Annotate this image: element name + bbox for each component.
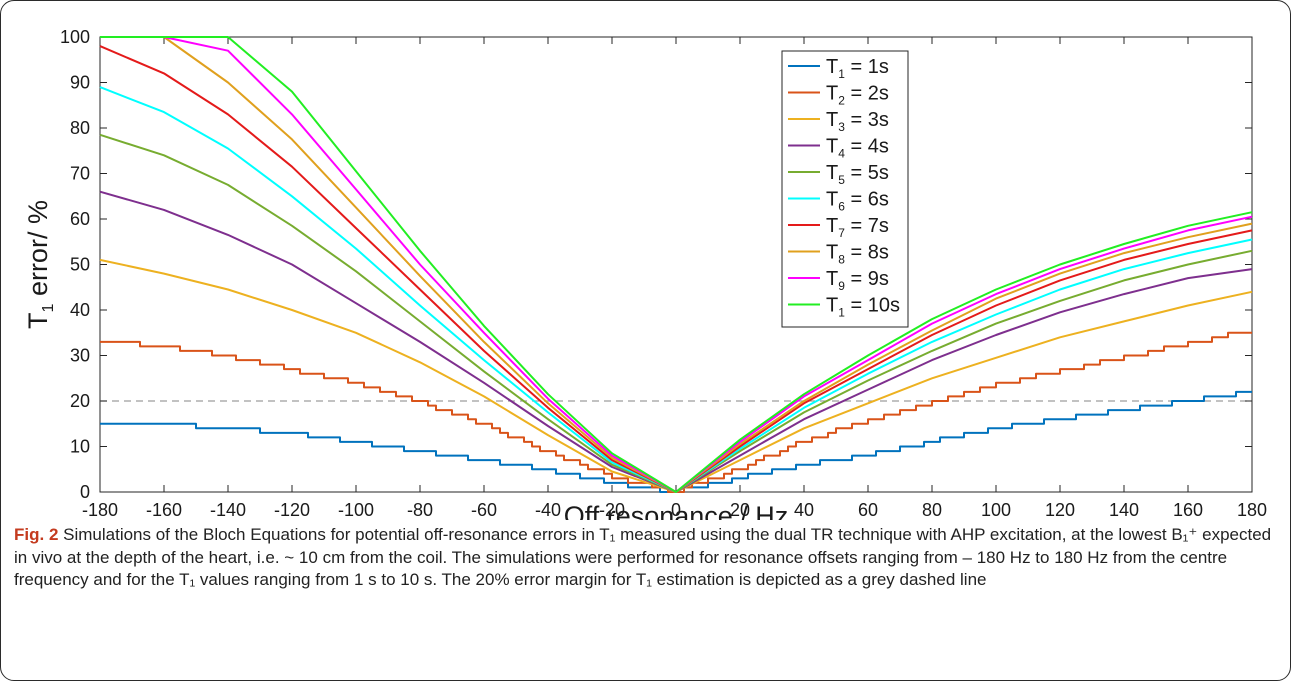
series-line-1: [100, 390, 1252, 493]
series-line-6: [99, 86, 1253, 493]
series-line-4: [99, 190, 1253, 493]
legend-label-5: T5 = 5s: [826, 162, 889, 187]
x-tick-label: 60: [858, 500, 878, 520]
y-tick-label: 0: [80, 482, 90, 502]
series-line-10: [100, 36, 1253, 493]
x-tick-label: -160: [146, 500, 182, 520]
x-tick-label: 0: [671, 500, 681, 520]
x-tick-label: 180: [1237, 500, 1267, 520]
legend-label-7: T7 = 7s: [826, 215, 889, 240]
x-tick-label: 160: [1173, 500, 1203, 520]
legend-label-6: T6 = 6s: [826, 189, 889, 214]
y-tick-label: 30: [70, 346, 90, 366]
plot-area-box: [99, 36, 1253, 493]
y-tick-label: 10: [70, 437, 90, 457]
series-line-9: [100, 36, 1253, 493]
x-tick-label: 140: [1109, 500, 1139, 520]
x-tick-label: -120: [274, 500, 310, 520]
figure-caption: Fig. 2 Simulations of the Bloch Equation…: [14, 524, 1276, 592]
legend-label-9: T9 = 9s: [826, 268, 889, 293]
legend-label-10: T1 = 10s: [826, 295, 900, 320]
y-axis-label: T1 error/ %: [23, 200, 57, 329]
x-tick-label: -60: [471, 500, 497, 520]
caption-text: Simulations of the Bloch Equations for p…: [14, 525, 1272, 589]
y-tick-label: 90: [70, 73, 90, 93]
legend-label-3: T3 = 3s: [826, 109, 889, 134]
legend-label-2: T2 = 2s: [826, 83, 889, 108]
x-tick-label: -20: [599, 500, 625, 520]
series-line-2: [100, 331, 1252, 493]
x-tick-label: 20: [730, 500, 750, 520]
x-tick-label: -40: [535, 500, 561, 520]
caption-label: Fig. 2: [14, 525, 59, 544]
x-tick-label: 40: [794, 500, 814, 520]
series-line-8: [100, 36, 1253, 493]
y-tick-label: 80: [70, 118, 90, 138]
x-tick-label: -80: [407, 500, 433, 520]
legend-box: [781, 50, 909, 328]
line-chart: -180 -160 -140 -120 -100 -80 -60 -40 -20 0 20 40 60 8…: [23, 27, 1267, 520]
y-tick-label: 70: [70, 164, 90, 184]
x-axis-label: Off resonance / Hz: [564, 501, 789, 520]
legend-label-4: T4 = 4s: [826, 136, 889, 161]
x-tick-label: 120: [1045, 500, 1075, 520]
y-tick-label: 40: [70, 300, 90, 320]
x-tick-label: -140: [210, 500, 246, 520]
legend-label-1: T1 = 1s: [826, 56, 889, 81]
series-line-7: [99, 45, 1253, 493]
y-tick-label: 60: [70, 209, 90, 229]
y-tick-label: 20: [70, 391, 90, 411]
x-tick-label: 80: [922, 500, 942, 520]
x-tick-label: -100: [338, 500, 374, 520]
y-tick-label: 50: [70, 255, 90, 275]
x-tick-label: -180: [82, 500, 118, 520]
legend-label-8: T8 = 8s: [826, 242, 889, 267]
x-tick-label: 100: [981, 500, 1011, 520]
y-tick-label: 100: [60, 27, 90, 47]
series-line-5: [99, 133, 1253, 493]
